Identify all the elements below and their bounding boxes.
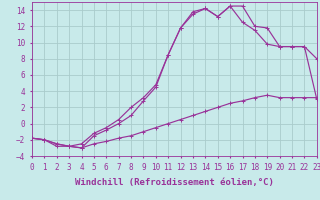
X-axis label: Windchill (Refroidissement éolien,°C): Windchill (Refroidissement éolien,°C) [75,178,274,186]
